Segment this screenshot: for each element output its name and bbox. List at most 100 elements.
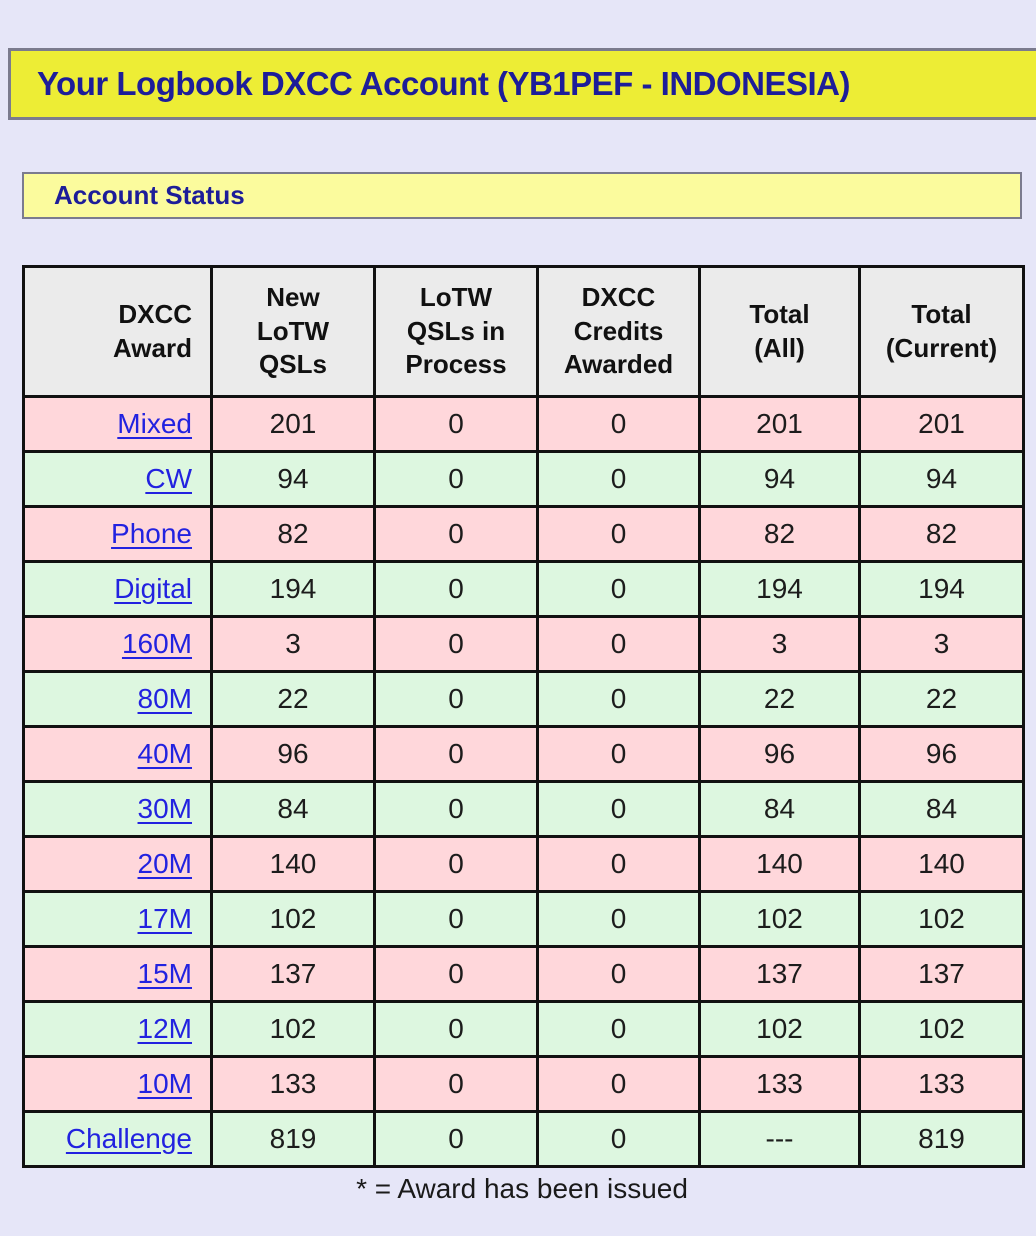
value-cell: 0 <box>373 615 539 673</box>
value-cell: 819 <box>858 1110 1025 1168</box>
value-cell: 137 <box>698 945 861 1003</box>
page-title-banner: Your Logbook DXCC Account (YB1PEF - INDO… <box>8 48 1036 120</box>
award-link[interactable]: Mixed <box>117 408 192 439</box>
section-header: Account Status <box>54 180 245 210</box>
value-cell: 0 <box>536 1110 701 1168</box>
dxcc-table-body: Mixed 201 0 0 201 201 CW 94 0 0 94 94 Ph… <box>22 395 1025 1168</box>
value-cell: 0 <box>536 450 701 508</box>
table-row: CW 94 0 0 94 94 <box>22 450 1025 508</box>
award-link[interactable]: 17M <box>137 903 192 934</box>
award-link[interactable]: 80M <box>137 683 192 714</box>
value-cell: 137 <box>210 945 376 1003</box>
value-cell: 82 <box>698 505 861 563</box>
page-title: Your Logbook DXCC Account (YB1PEF - INDO… <box>37 65 851 102</box>
column-header-lotw-qsls-in-process: LoTW QSLs in Process <box>373 265 539 398</box>
award-cell: 30M <box>22 780 213 838</box>
value-cell: 0 <box>373 560 539 618</box>
value-cell: 0 <box>536 1000 701 1058</box>
award-link[interactable]: 20M <box>137 848 192 879</box>
value-cell: 140 <box>858 835 1025 893</box>
award-link[interactable]: Challenge <box>65 1123 192 1154</box>
award-link[interactable]: 30M <box>137 793 192 824</box>
value-cell: 84 <box>210 780 376 838</box>
table-row: 40M 96 0 0 96 96 <box>22 725 1025 783</box>
award-link[interactable]: 160M <box>121 628 192 659</box>
value-cell: 0 <box>373 835 539 893</box>
value-cell: 194 <box>698 560 861 618</box>
table-row: Digital 194 0 0 194 194 <box>22 560 1025 618</box>
value-cell: 102 <box>858 1000 1025 1058</box>
table-row: Phone 82 0 0 82 82 <box>22 505 1025 563</box>
value-cell: 140 <box>698 835 861 893</box>
value-cell: 0 <box>373 890 539 948</box>
award-link[interactable]: Digital <box>114 573 192 604</box>
value-cell: 133 <box>210 1055 376 1113</box>
award-cell: 12M <box>22 1000 213 1058</box>
header-row: DXCC Award New LoTW QSLs LoTW QSLs in Process… <box>22 265 1025 398</box>
page: Your Logbook DXCC Account (YB1PEF - INDO… <box>0 48 1036 1205</box>
value-cell: 0 <box>536 560 701 618</box>
award-link[interactable]: 10M <box>137 1068 192 1099</box>
value-cell: 133 <box>858 1055 1025 1113</box>
award-link[interactable]: CW <box>145 463 192 494</box>
value-cell: 0 <box>536 1055 701 1113</box>
value-cell: 819 <box>210 1110 376 1168</box>
value-cell: 94 <box>210 450 376 508</box>
value-cell: 96 <box>698 725 861 783</box>
value-cell: 96 <box>210 725 376 783</box>
value-cell: 0 <box>373 780 539 838</box>
award-link[interactable]: Phone <box>111 518 192 549</box>
table-row: 15M 137 0 0 137 137 <box>22 945 1025 1003</box>
award-cell: 80M <box>22 670 213 728</box>
value-cell: 140 <box>210 835 376 893</box>
award-cell: 20M <box>22 835 213 893</box>
value-cell: 82 <box>858 505 1025 563</box>
value-cell: 0 <box>373 725 539 783</box>
value-cell: 0 <box>536 835 701 893</box>
column-header-new-lotw-qsls: New LoTW QSLs <box>210 265 376 398</box>
award-cell: Mixed <box>22 395 213 453</box>
value-cell: 22 <box>698 670 861 728</box>
value-cell: 0 <box>536 395 701 453</box>
value-cell: 0 <box>373 1055 539 1113</box>
value-cell: 0 <box>373 1110 539 1168</box>
value-cell: 102 <box>858 890 1025 948</box>
award-cell: Digital <box>22 560 213 618</box>
value-cell: 201 <box>210 395 376 453</box>
value-cell: 22 <box>858 670 1025 728</box>
value-cell: --- <box>698 1110 861 1168</box>
section-header-banner: Account Status <box>22 172 1022 219</box>
value-cell: 84 <box>698 780 861 838</box>
value-cell: 201 <box>698 395 861 453</box>
value-cell: 0 <box>373 450 539 508</box>
value-cell: 0 <box>373 1000 539 1058</box>
value-cell: 0 <box>536 945 701 1003</box>
award-cell: 160M <box>22 615 213 673</box>
value-cell: 102 <box>210 890 376 948</box>
award-link[interactable]: 12M <box>137 1013 192 1044</box>
table-row: Challenge 819 0 0 --- 819 <box>22 1110 1025 1168</box>
award-link[interactable]: 40M <box>137 738 192 769</box>
value-cell: 102 <box>210 1000 376 1058</box>
award-cell: Phone <box>22 505 213 563</box>
table-row: 10M 133 0 0 133 133 <box>22 1055 1025 1113</box>
value-cell: 137 <box>858 945 1025 1003</box>
value-cell: 0 <box>536 890 701 948</box>
dxcc-award-table: DXCC Award New LoTW QSLs LoTW QSLs in Process… <box>22 265 1025 1168</box>
value-cell: 3 <box>210 615 376 673</box>
award-cell: 15M <box>22 945 213 1003</box>
value-cell: 0 <box>373 670 539 728</box>
award-cell: 40M <box>22 725 213 783</box>
value-cell: 96 <box>858 725 1025 783</box>
column-header-total-current: Total (Current) <box>858 265 1025 398</box>
table-row: 12M 102 0 0 102 102 <box>22 1000 1025 1058</box>
value-cell: 0 <box>373 505 539 563</box>
footnote: * = Award has been issued <box>356 1173 688 1204</box>
value-cell: 94 <box>698 450 861 508</box>
award-link[interactable]: 15M <box>137 958 192 989</box>
value-cell: 22 <box>210 670 376 728</box>
value-cell: 0 <box>536 780 701 838</box>
value-cell: 133 <box>698 1055 861 1113</box>
table-row: 30M 84 0 0 84 84 <box>22 780 1025 838</box>
value-cell: 0 <box>373 945 539 1003</box>
